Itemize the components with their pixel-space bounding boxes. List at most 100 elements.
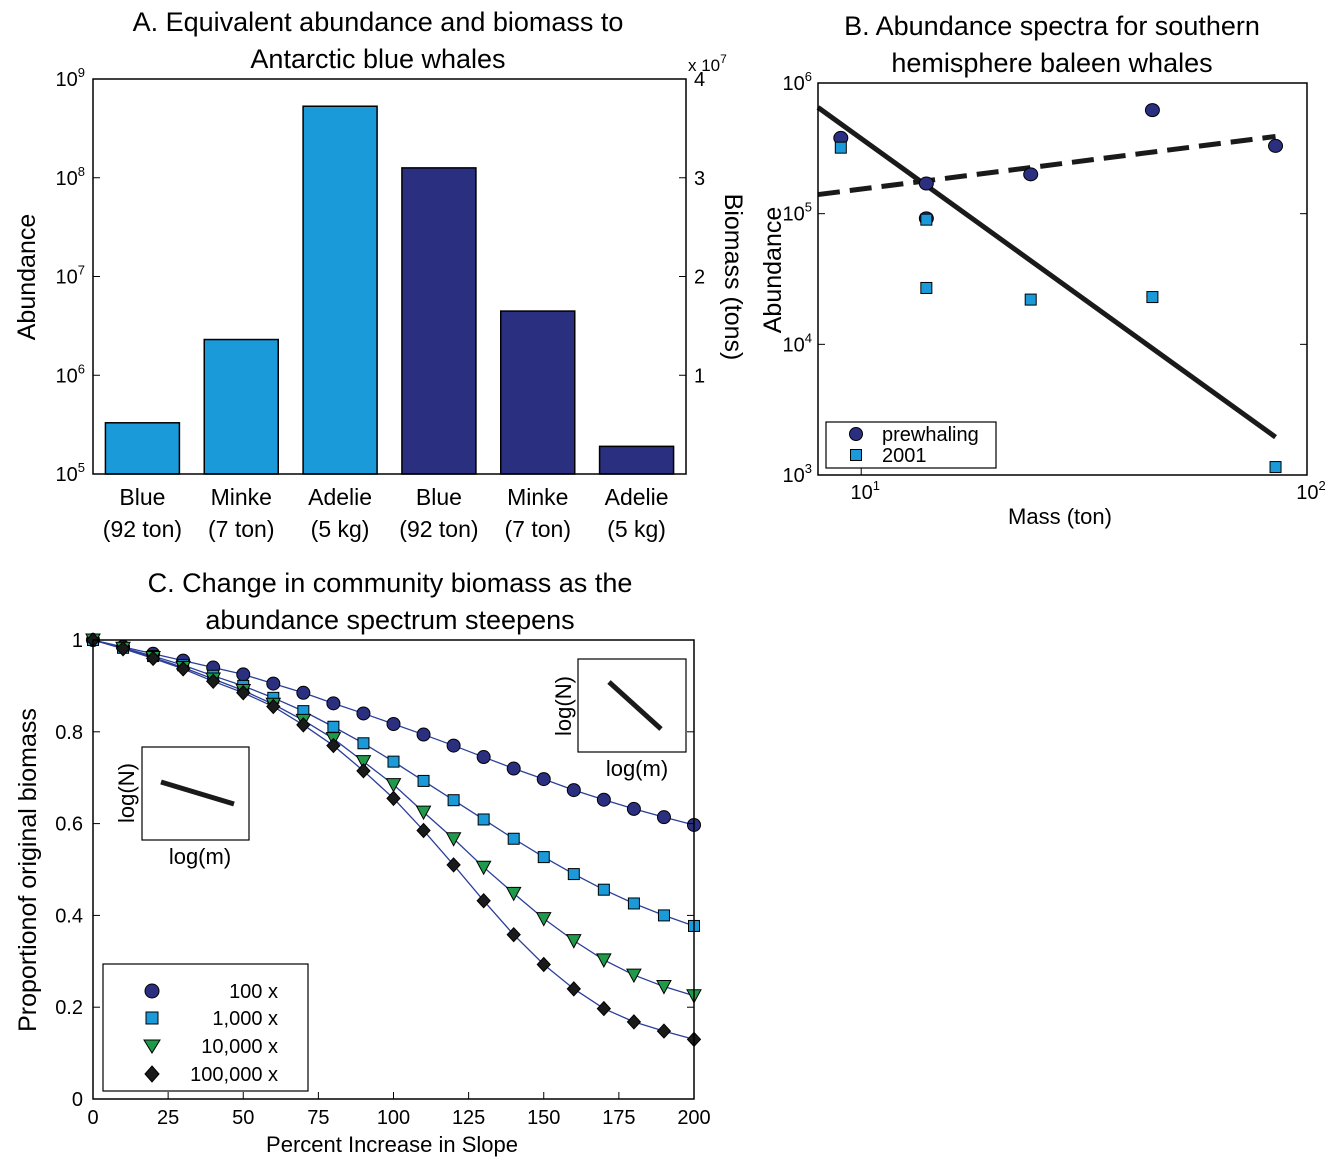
c-point-100000x: [536, 956, 551, 973]
b-point-2001: [1146, 291, 1159, 304]
c-point-100000x: [656, 1023, 672, 1039]
c-point-10000x: [505, 886, 522, 902]
c-point-100000x: [596, 1000, 612, 1017]
c-point-100x: [446, 738, 461, 753]
c-point-100000x: [476, 892, 491, 909]
b-fit-line-dashed: [817, 133, 1276, 198]
a-ytick-label: 106: [56, 361, 85, 387]
c-point-100x: [476, 750, 491, 765]
c-xtick-label: 150: [527, 1107, 560, 1129]
legend-label-2001: 2001: [882, 445, 927, 467]
b-point-prewhaling: [918, 176, 934, 191]
a-category-line2: (7 ton): [208, 516, 274, 542]
legend-label-100x: 100 x: [229, 981, 278, 1003]
c-xtick-label: 200: [677, 1107, 710, 1129]
panel-b-x-axis-label: Mass (ton): [1008, 504, 1112, 529]
panel-a-left-ticks: 105 106 107 108 109: [56, 65, 100, 486]
inset-steep: log(N) log(m): [551, 658, 687, 781]
c-point-10000x: [596, 953, 612, 968]
c-xtick-label: 25: [157, 1107, 179, 1129]
c-point-100000x: [326, 737, 341, 754]
b-point-2001: [1024, 293, 1037, 306]
c-point-1000x: [357, 737, 370, 750]
a-category-line1: Adelie: [308, 484, 372, 510]
b-ytick-label: 104: [783, 330, 812, 356]
c-xtick-label: 175: [602, 1107, 635, 1129]
panel-b: B. Abundance spectra for southern hemisp…: [759, 11, 1326, 529]
c-point-100000x: [145, 650, 161, 667]
panel-c-legend-box: [102, 963, 309, 1092]
c-point-10000x: [415, 805, 432, 821]
legend-marker-10000x: [143, 1039, 161, 1054]
c-point-10000x: [355, 755, 372, 770]
legend-label-prewhaling: prewhaling: [882, 424, 979, 446]
inset-shallow-ylabel: log(N): [114, 763, 139, 823]
c-point-100000x: [266, 698, 281, 715]
panel-b-y-axis-label: Abundance: [759, 207, 787, 334]
inset-steep-line: [607, 680, 663, 731]
panel-b-y-ticks: 103 104 105 106: [783, 69, 1307, 487]
panel-c-y-axis-label: Proportionof original biomass: [14, 708, 42, 1032]
bar-abundance-3: [302, 105, 378, 475]
panel-b-x-ticks: 101 102: [850, 468, 1326, 504]
bar-biomass-1: [401, 167, 477, 475]
c-point-1000x: [567, 868, 580, 881]
c-point-100x: [656, 810, 671, 825]
panel-a: A. Equivalent abundance and biomass to A…: [13, 7, 747, 542]
panel-b-axes-frame: [817, 82, 1308, 476]
c-ytick-label: 0: [72, 1089, 83, 1111]
panel-c-y-ticks: 0 0.2 0.4 0.6 0.8 1: [55, 630, 694, 1111]
c-point-100000x: [356, 763, 371, 779]
c-xtick-label: 50: [232, 1107, 254, 1129]
inset-steep-xlabel: log(m): [606, 756, 668, 781]
a-y2tick-label: 3: [694, 168, 705, 190]
c-ytick-label: 1: [72, 630, 83, 652]
panel-a-right-ticks: 1 2 3 4: [679, 69, 705, 387]
c-point-100000x: [566, 981, 581, 997]
c-point-1000x: [327, 720, 340, 733]
legend-marker-1000x: [145, 1011, 159, 1025]
b-ytick-label: 106: [783, 69, 812, 95]
c-point-100000x: [446, 857, 461, 873]
c-point-100x: [506, 761, 521, 776]
panel-c-marks: [85, 632, 702, 1048]
c-point-100x: [386, 716, 401, 731]
a-y2tick-label: 1: [694, 365, 705, 387]
c-point-10000x: [475, 860, 492, 876]
a-category-line2: (7 ton): [505, 516, 571, 542]
a-ytick-label: 107: [56, 263, 85, 289]
c-point-1000x: [657, 909, 670, 922]
legend-marker-2001: [850, 449, 862, 461]
c-point-1000x: [417, 774, 430, 787]
c-ytick-label: 0.4: [55, 905, 83, 927]
c-point-100x: [326, 696, 341, 711]
panel-c-x-axis-label: Percent Increase in Slope: [266, 1132, 518, 1157]
c-point-1000x: [477, 813, 490, 826]
c-ytick-label: 0.8: [55, 722, 83, 744]
panel-a-axes-frame: [92, 78, 687, 475]
panel-b-title-line2: hemisphere baleen whales: [891, 48, 1212, 78]
b-point-2001: [834, 141, 847, 154]
c-point-100x: [596, 792, 611, 807]
b-point-prewhaling: [1144, 103, 1160, 118]
b-fit-line-solid: [816, 105, 1277, 440]
panel-a-marks: [104, 105, 675, 475]
c-xtick-label: 125: [452, 1107, 485, 1129]
inset-steep-ylabel: log(N): [551, 676, 576, 736]
c-point-1000x: [627, 897, 640, 910]
c-point-100x: [296, 685, 311, 700]
c-point-100x: [566, 783, 581, 798]
c-point-10000x: [385, 778, 402, 793]
a-category-line2: (92 ton): [399, 516, 478, 542]
inset-shallow-xlabel: log(m): [169, 844, 231, 869]
c-point-100000x: [115, 640, 131, 657]
panel-c: C. Change in community biomass as the ab…: [14, 568, 711, 1157]
legend-marker-100x: [144, 983, 160, 999]
panel-a-category-labels: Blue (92 ton) Minke (7 ton) Adelie (5 kg) Blue…: [103, 484, 669, 542]
b-xtick-label: 102: [1296, 478, 1325, 504]
c-point-10000x: [535, 912, 552, 927]
b-point-2001: [920, 213, 933, 226]
c-xtick-label: 100: [377, 1107, 410, 1129]
c-point-1000x: [447, 794, 460, 807]
